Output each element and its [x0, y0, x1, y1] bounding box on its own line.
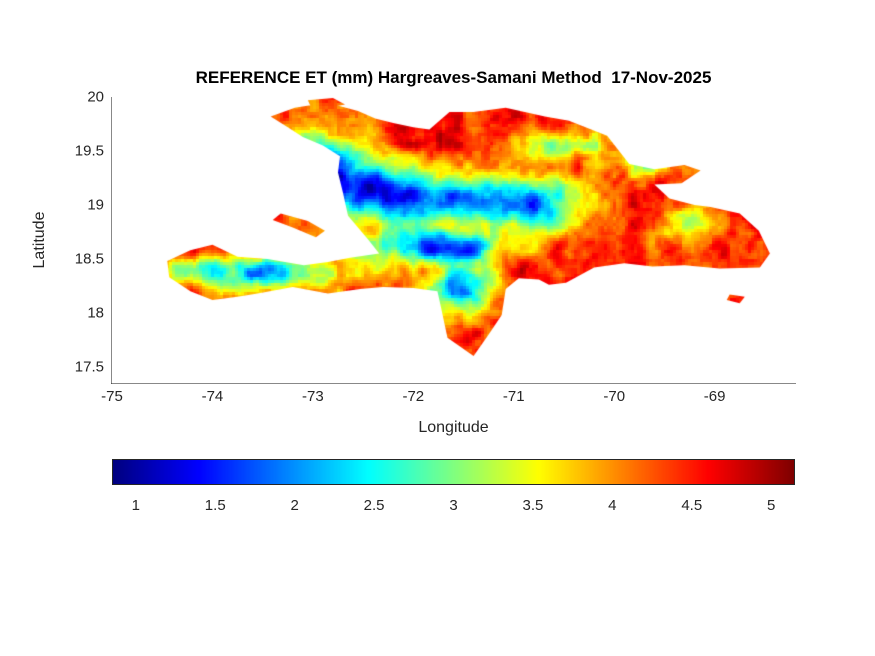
y-axis-line	[111, 97, 112, 384]
colorbar-tick-label: 4.5	[681, 497, 703, 514]
x-tick-label: -74	[201, 388, 224, 405]
y-tick-label: 17.5	[74, 358, 104, 376]
chart-title: REFERENCE ET (mm) Hargreaves-Samani Meth…	[195, 68, 712, 87]
y-tick-label: 18.5	[74, 250, 104, 268]
colorbar-tick-label: 2.5	[363, 497, 385, 514]
colorbar-tick-label: 5	[767, 497, 776, 514]
colorbar-tick-label: 2	[290, 497, 299, 514]
x-tick-label: -72	[402, 388, 425, 405]
x-axis-label: Longitude	[418, 419, 489, 436]
heatmap-canvas	[112, 97, 795, 383]
colorbar-tick-label: 1.5	[204, 497, 226, 514]
x-tick-label: -70	[603, 388, 626, 405]
plot-area	[112, 97, 795, 383]
y-tick-label: 20	[87, 88, 104, 106]
y-tick-label: 19	[87, 196, 104, 214]
x-tick-label: -71	[502, 388, 525, 405]
colorbar-tick-label: 1	[131, 497, 140, 514]
x-tick-label: -73	[302, 388, 324, 405]
colorbar-canvas	[113, 460, 794, 484]
x-axis-line	[111, 383, 796, 384]
colorbar-tick-label: 3.5	[522, 497, 544, 514]
y-tick-label: 19.5	[74, 142, 104, 160]
x-tick-label: -75	[101, 388, 123, 405]
colorbar-tick-label: 4	[608, 497, 617, 514]
colorbar	[112, 459, 795, 485]
x-tick-label: -69	[703, 388, 726, 405]
colorbar-tick-label: 3	[449, 497, 458, 514]
y-tick-label: 18	[87, 304, 104, 322]
